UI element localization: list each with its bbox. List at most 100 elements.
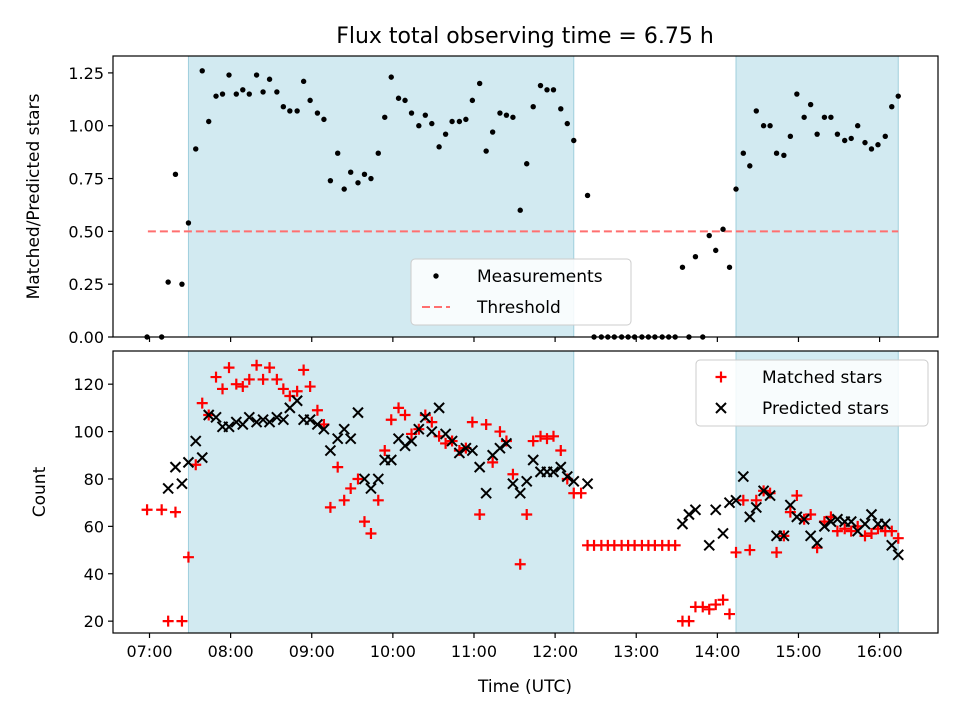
predicted-star-point <box>514 487 526 499</box>
legend-marker-matched <box>715 371 727 383</box>
bottom-panel-counts: 20 40 60 80 100 120 07:00 08:00 09:00 10:00 11:00 1… <box>30 350 939 661</box>
x-tick-label: 12:00 <box>532 642 578 661</box>
matched-star-point <box>547 430 559 442</box>
predicted-star-point <box>825 515 837 528</box>
measurement-point <box>781 152 787 159</box>
matched-star-point <box>162 615 174 627</box>
measurement-point <box>408 110 415 116</box>
measurement-point <box>854 123 861 129</box>
matched-star-point <box>399 409 411 421</box>
matched-star-point <box>744 544 756 556</box>
matched-star-point <box>575 487 587 499</box>
matched-star-point <box>311 404 323 416</box>
predicted-star-point <box>683 508 695 521</box>
predicted-star-point <box>399 440 411 452</box>
measurement-point <box>307 97 313 104</box>
measurement-point <box>442 131 449 137</box>
predicted-star-point <box>831 513 844 525</box>
measurement-point <box>233 91 240 97</box>
predicted-star-point <box>561 470 573 483</box>
predicted-star-point <box>547 466 560 478</box>
predicted-star-point <box>717 527 729 540</box>
legend-box <box>695 359 929 427</box>
predicted-star-point <box>723 496 736 509</box>
predicted-star-point <box>162 482 174 495</box>
measurement-point <box>564 120 570 127</box>
measurement-point <box>172 171 179 178</box>
measurement-point <box>341 186 347 192</box>
measurement-point <box>422 112 429 118</box>
matched-star-point <box>304 381 316 393</box>
predicted-star-point <box>744 511 756 523</box>
measurement-point <box>489 129 496 135</box>
predicted-star-point <box>581 477 594 490</box>
matched-star-point <box>169 506 181 518</box>
measurement-point <box>246 91 252 97</box>
measurement-point <box>862 139 868 146</box>
matched-star-point <box>385 414 397 426</box>
measurement-point <box>388 74 394 80</box>
predicted-star-point <box>892 549 904 561</box>
matched-star-point <box>521 509 533 521</box>
x-tick-label: 16:00 <box>857 642 903 661</box>
legend-label: Matched stars <box>762 368 882 388</box>
matched-star-point <box>332 461 344 473</box>
matched-star-point <box>338 494 350 506</box>
measurement-point <box>206 118 212 125</box>
predicted-star-point <box>507 477 519 490</box>
measurement-point <box>794 91 800 97</box>
predicted-star-point <box>791 511 803 523</box>
matched-star-point <box>669 539 681 551</box>
predicted-star-point <box>466 444 479 457</box>
predicted-star-point <box>419 411 432 424</box>
matched-star-point <box>527 435 539 447</box>
measurement-point <box>321 116 327 123</box>
predicted-star-point <box>845 515 857 528</box>
predicted-star-point <box>413 423 425 435</box>
measurement-point <box>713 247 719 254</box>
legend-marker-measurements <box>433 273 439 279</box>
measurement-point <box>692 254 699 260</box>
legend-box <box>410 258 632 326</box>
predicted-star-point <box>426 425 438 438</box>
measurement-point <box>889 104 895 110</box>
predicted-star-point <box>764 489 776 502</box>
matched-star-point <box>480 418 492 430</box>
predicted-star-point <box>500 437 513 450</box>
y-tick-label: 100 <box>73 423 104 442</box>
matched-star-point <box>365 527 377 539</box>
predicted-star-point <box>480 487 492 499</box>
measurement-point <box>456 118 463 125</box>
predicted-star-point <box>311 418 324 431</box>
measurement-point <box>382 114 388 120</box>
measurement-point <box>537 82 544 89</box>
measurement-point <box>753 108 759 114</box>
measurement-point <box>801 114 807 120</box>
predicted-star-point <box>865 508 878 521</box>
y-tick-label: 0.75 <box>68 170 104 189</box>
measurement-point <box>571 137 577 144</box>
predicted-star-point <box>886 539 898 552</box>
predicted-star-point <box>521 475 533 488</box>
measurement-point <box>402 97 408 104</box>
matched-star-point <box>372 494 384 506</box>
predicted-star-point <box>859 518 871 530</box>
measurement-point <box>706 232 712 239</box>
predicted-star-point <box>223 421 235 433</box>
predicted-star-point <box>182 456 195 469</box>
measurement-point <box>842 137 848 144</box>
predicted-star-point <box>676 518 689 530</box>
matched-star-point <box>697 601 709 613</box>
matched-star-point <box>805 509 817 521</box>
measurement-point <box>726 264 733 270</box>
predicted-star-point <box>460 442 472 454</box>
measurement-point <box>868 146 875 152</box>
measurement-point <box>193 146 199 152</box>
predicted-star-point <box>689 504 702 516</box>
predicted-star-point <box>494 442 506 454</box>
y-tick-label: 0.25 <box>68 275 104 294</box>
measurement-point <box>524 161 530 167</box>
predicted-star-point <box>737 470 750 483</box>
matched-star-point <box>535 430 547 442</box>
matched-star-point <box>210 371 222 383</box>
